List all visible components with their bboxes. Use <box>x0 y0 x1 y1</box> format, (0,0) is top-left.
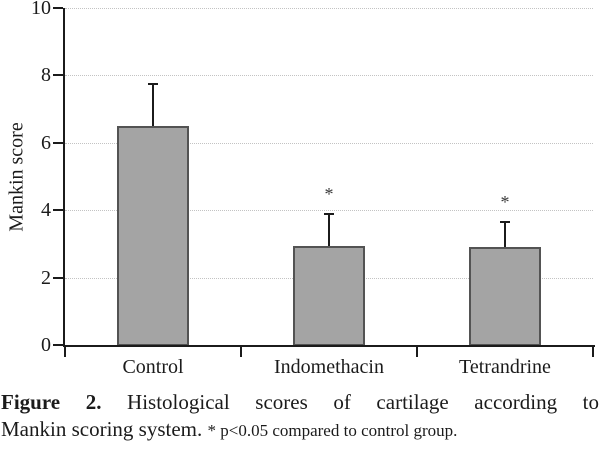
x-tick-2 <box>416 345 418 357</box>
x-tick-3 <box>592 345 594 357</box>
category-label-indomethacin: Indomethacin <box>274 356 384 378</box>
caption-figure-label: Figure 2. <box>1 390 102 414</box>
bar-tetrandrine <box>469 247 541 346</box>
y-tick-label-6: 6 <box>41 131 51 154</box>
y-tick-4 <box>53 209 63 212</box>
caption-text-line1: Histological scores of cartilage accordi… <box>127 390 600 414</box>
bar-control <box>117 125 189 346</box>
caption-line-2: Mankin scoring system. * p<0.05 compared… <box>1 416 599 444</box>
category-label-tetrandrine: Tetrandrine <box>459 356 551 378</box>
y-tick-6 <box>53 141 63 144</box>
x-axis-line <box>63 345 595 347</box>
caption-line-1: Figure 2. Histological scores of cartila… <box>1 389 599 416</box>
bar-indomethacin <box>293 245 365 346</box>
y-tick-label-4: 4 <box>41 199 51 222</box>
category-label-control: Control <box>122 356 184 378</box>
gridline-y4 <box>65 210 593 212</box>
x-tick-1 <box>240 345 242 357</box>
y-tick-0 <box>53 344 63 346</box>
error-bar-stem <box>152 83 154 126</box>
plot-region: Mankin score Control * Indomethacin * Tetran… <box>6 0 595 378</box>
y-tick-10 <box>53 7 63 9</box>
error-bar-cap <box>500 220 510 223</box>
gridline-y10 <box>65 8 593 9</box>
y-tick-label-8: 8 <box>41 64 51 87</box>
error-bar-stem <box>504 221 506 248</box>
y-tick-2 <box>53 276 63 279</box>
significance-asterisk: * <box>500 191 510 212</box>
gridline-y6 <box>65 142 593 144</box>
x-tick-0 <box>64 345 66 357</box>
caption-significance-note: * p<0.05 compared to control group. <box>207 421 458 440</box>
y-tick-label-2: 2 <box>41 266 51 289</box>
significance-asterisk: * <box>324 183 334 204</box>
y-axis-line <box>63 8 65 347</box>
y-tick-8 <box>53 74 63 77</box>
error-bar-stem <box>328 213 330 246</box>
error-bar-cap <box>148 82 158 85</box>
figure-caption: Figure 2. Histological scores of cartila… <box>0 389 600 444</box>
y-tick-label-10: 10 <box>31 0 51 19</box>
error-bar-cap <box>324 212 334 215</box>
caption-text-line2: Mankin scoring system. <box>1 417 203 441</box>
gridline-y8 <box>65 75 593 77</box>
y-tick-label-0: 0 <box>41 334 51 356</box>
